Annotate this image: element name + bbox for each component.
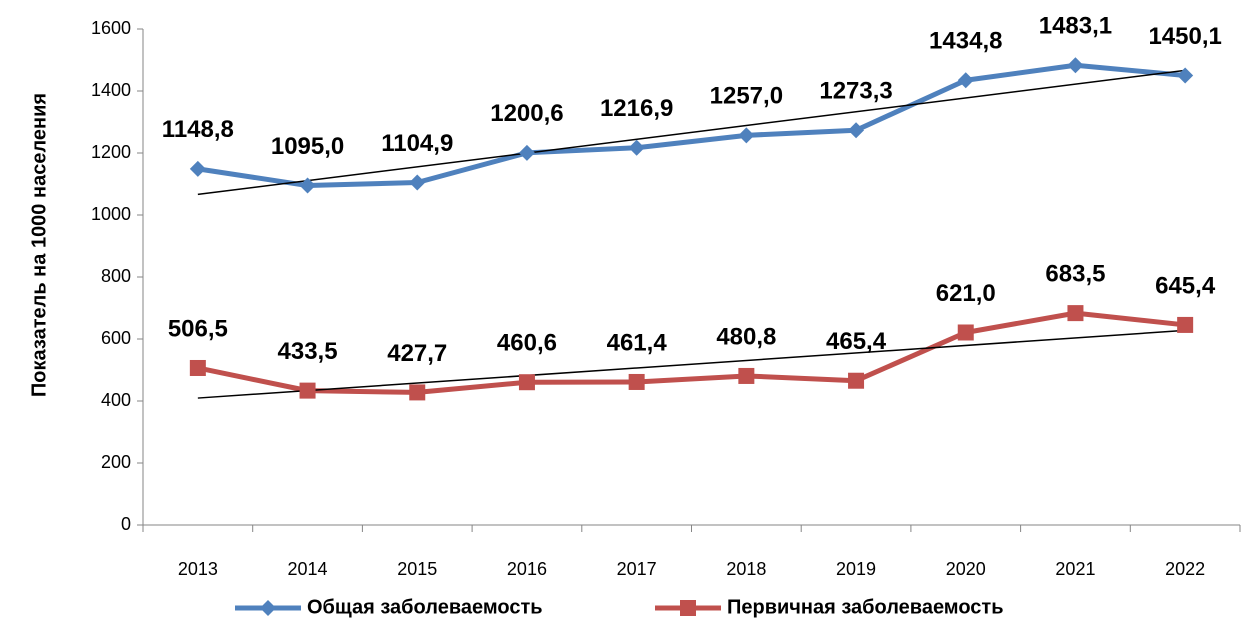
x-tick-label: 2016 xyxy=(507,559,547,579)
data-label: 460,6 xyxy=(497,330,557,357)
x-tick-label: 2015 xyxy=(397,559,437,579)
marker xyxy=(848,122,865,139)
y-tick-label: 800 xyxy=(101,266,131,286)
marker xyxy=(1177,316,1194,333)
data-label: 427,7 xyxy=(387,340,447,367)
data-label: 465,4 xyxy=(826,328,887,355)
marker xyxy=(409,384,426,401)
data-label: 480,8 xyxy=(716,323,776,350)
marker xyxy=(1067,57,1084,74)
marker xyxy=(1177,67,1194,84)
y-tick-label: 1000 xyxy=(91,204,131,224)
marker xyxy=(518,144,535,161)
legend-label: Общая заболеваемость xyxy=(307,596,543,618)
marker xyxy=(738,367,755,384)
series-line xyxy=(197,310,1186,395)
trend-line xyxy=(197,329,1186,399)
y-tick-label: 0 xyxy=(121,514,131,534)
marker xyxy=(628,139,645,156)
data-label: 506,5 xyxy=(168,315,228,342)
x-tick-label: 2020 xyxy=(946,559,986,579)
data-label: 1104,9 xyxy=(381,130,453,157)
marker xyxy=(518,374,535,391)
data-label: 1273,3 xyxy=(819,78,892,105)
data-label: 1095,0 xyxy=(271,133,344,160)
x-tick-label: 2017 xyxy=(617,559,657,579)
trend-line xyxy=(197,69,1186,196)
data-label: 1200,6 xyxy=(490,100,563,127)
data-label: 1483,1 xyxy=(1039,13,1112,40)
data-label: 1450,1 xyxy=(1148,23,1221,50)
series-line xyxy=(197,62,1186,189)
legend-marker xyxy=(680,600,696,616)
marker xyxy=(299,382,316,399)
data-label: 683,5 xyxy=(1045,260,1105,287)
x-tick-label: 2013 xyxy=(178,559,218,579)
data-label: 621,0 xyxy=(936,280,996,307)
data-label: 461,4 xyxy=(607,329,668,356)
marker xyxy=(189,359,206,376)
marker xyxy=(628,373,645,390)
y-tick-label: 1400 xyxy=(91,80,131,100)
marker xyxy=(738,127,755,144)
marker xyxy=(848,372,865,389)
data-label: 645,4 xyxy=(1155,272,1216,299)
y-axis-label: Показатель на 1000 населения xyxy=(28,93,50,397)
y-tick-label: 1600 xyxy=(91,18,131,38)
x-tick-label: 2021 xyxy=(1055,559,1095,579)
x-tick-label: 2022 xyxy=(1165,559,1205,579)
marker xyxy=(957,324,974,341)
legend-marker xyxy=(260,600,276,616)
marker xyxy=(189,160,206,177)
marker xyxy=(1067,305,1084,322)
y-tick-label: 200 xyxy=(101,452,131,472)
x-tick-label: 2019 xyxy=(836,559,876,579)
x-tick-label: 2014 xyxy=(288,559,328,579)
data-label: 1257,0 xyxy=(710,83,783,110)
data-label: 433,5 xyxy=(278,338,338,365)
marker xyxy=(957,72,974,89)
x-tick-label: 2018 xyxy=(726,559,766,579)
y-tick-label: 400 xyxy=(101,390,131,410)
y-tick-label: 600 xyxy=(101,328,131,348)
marker xyxy=(299,177,316,194)
data-label: 1148,8 xyxy=(162,116,234,143)
y-tick-label: 1200 xyxy=(91,142,131,162)
legend-label: Первичная заболеваемость xyxy=(727,596,1004,618)
data-label: 1434,8 xyxy=(929,28,1002,55)
marker xyxy=(409,174,426,191)
data-label: 1216,9 xyxy=(600,95,673,122)
